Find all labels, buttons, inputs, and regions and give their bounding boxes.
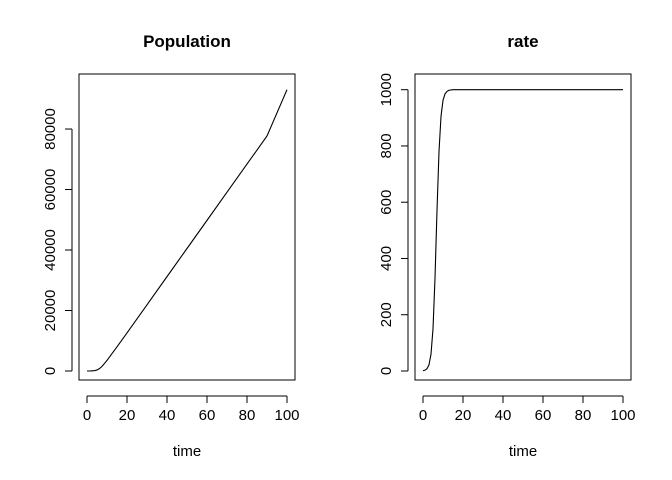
- rate-y-tick-label: 600: [378, 190, 395, 215]
- population-y-tick-label: 0: [42, 367, 59, 375]
- rate-x-axis-label: time: [509, 443, 537, 460]
- population-x-axis-label: time: [173, 443, 201, 460]
- population-x-tick-label: 60: [199, 407, 216, 424]
- rate-series: [422, 89, 623, 372]
- rate-plot-frame: [414, 73, 632, 381]
- rate-x-tick-label: 20: [455, 407, 472, 424]
- rate-x-tick-label: 60: [535, 407, 552, 424]
- rate-chart-title: rate: [507, 32, 538, 51]
- rate-y-tick-label: 200: [378, 302, 395, 327]
- rate-y-tick-label: 1000: [378, 73, 395, 106]
- population-y-tick-label: 20000: [42, 290, 59, 332]
- population-x-tick-label: 100: [274, 407, 299, 424]
- population-y-tick-label: 40000: [42, 229, 59, 271]
- rate-y-tick-label: 800: [378, 133, 395, 158]
- population-panel: Population time 0 20 40 60 80 100 0 20000 40000 6…: [42, 32, 300, 460]
- population-y-tick-label: 60000: [42, 169, 59, 211]
- population-series-line: [86, 89, 288, 372]
- population-plot-frame: [78, 73, 296, 381]
- population-chart-title: Population: [143, 32, 231, 51]
- population-y-tick-label: 80000: [42, 108, 59, 150]
- rate-x-tick-label: 0: [419, 407, 427, 424]
- rate-y-tick-label: 0: [378, 367, 395, 375]
- rate-x-tick-label: 80: [575, 407, 592, 424]
- rate-x-tick-label: 100: [610, 407, 635, 424]
- population-x-tick-label: 80: [239, 407, 256, 424]
- population-x-tick-label: 20: [119, 407, 136, 424]
- population-x-tick-label: 0: [83, 407, 91, 424]
- population-axes: 0 20 40 60 80 100 0 20000 40000 60000 80000: [42, 108, 300, 424]
- rate-y-tick-label: 400: [378, 246, 395, 271]
- population-x-tick-label: 40: [159, 407, 176, 424]
- rate-series-line: [422, 89, 623, 372]
- population-series: [86, 89, 288, 372]
- rate-x-tick-label: 40: [495, 407, 512, 424]
